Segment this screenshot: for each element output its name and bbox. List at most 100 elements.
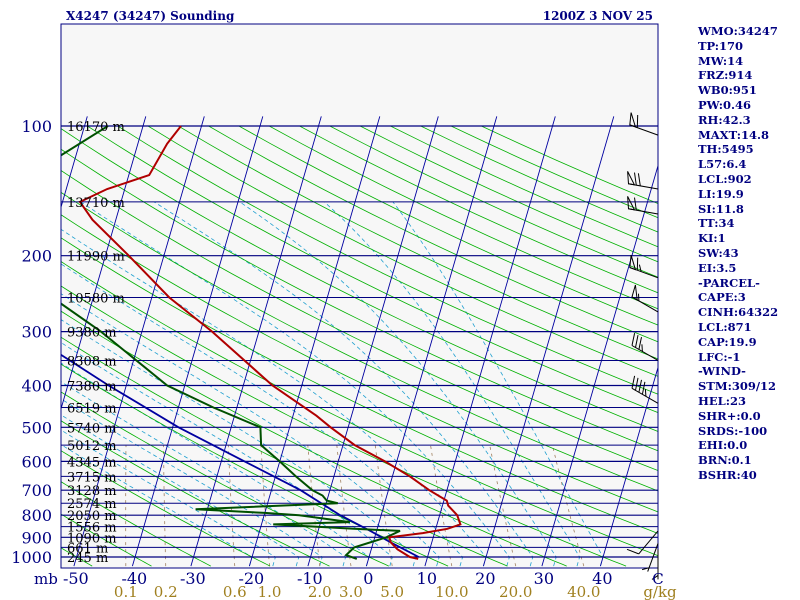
index-line: EI:3.5 [698,260,737,275]
dry-adiabat [61,450,271,567]
barb-feather [634,172,637,186]
moist-adiabat [153,201,534,567]
pressure-label: 100 [21,117,52,136]
height-label: 3128 m [67,484,117,499]
index-line: MAXT:14.8 [698,127,769,142]
pressure-label: 700 [21,481,52,500]
height-label: 4345 m [67,455,117,470]
index-line: PW:0.46 [698,97,752,112]
moist-adiabat [61,362,370,567]
height-label: 661 m [67,541,108,556]
dry-adiabat [147,125,658,377]
index-line: CAPE:3 [698,290,746,305]
moist-adiabat [61,319,417,567]
index-line: LFC:-1 [698,349,741,364]
height-label: 8308 m [67,354,117,369]
temperature-tick-label: 10 [417,569,437,588]
barb-feather [638,379,642,393]
temperature-tick-label: -30 [180,569,206,588]
barb-feather [644,389,647,397]
isotherm-line [307,116,439,567]
dry-adiabat [61,285,627,567]
isotherm-line [73,116,205,567]
indices-panel: WMO:34247 TP:170 MW:14 FRZ:914 WB0:951 PW:0.4… [698,24,798,483]
dry-adiabat [61,261,658,557]
index-line: RH:42.3 [698,112,751,127]
index-line: EHI:0.0 [698,438,748,453]
barb-feather [631,332,636,346]
index-line: LI:19.9 [698,186,744,201]
moist-adiabat [61,263,464,567]
wind-barb [641,543,659,572]
wind-barb [627,171,659,190]
height-label: 11990 m [67,250,125,265]
isotherm-line [482,116,615,567]
index-line: SI:11.8 [698,201,744,216]
pressure-label: 600 [21,452,52,471]
temperature-tick-label: 40 [592,569,612,588]
pressure-unit: mb [34,570,58,588]
mixing-ratio-tick-label: 0.2 [154,583,178,600]
height-label: 9380 m [67,326,117,341]
height-label: 6519 m [67,402,117,417]
chart-date: 1200Z 3 NOV 25 [543,9,653,23]
mixing-ratio-tick-label: 0.6 [223,583,247,600]
height-label: 16170 m [67,120,125,135]
dry-adiabat [61,170,658,471]
isotherm-line [61,116,147,411]
temperature-tick-label: -40 [121,569,147,588]
temperature-unit: C [652,570,663,588]
wind-barb [627,196,659,215]
isotherm-line [424,116,556,567]
wind-barb [631,375,659,404]
temperature-tick-label: -20 [238,569,264,588]
barb-staff [631,387,659,404]
isotherms [61,116,658,567]
index-line: BRN:0.1 [698,453,752,468]
mixing-ratio-line [552,445,585,567]
dry-adiabat [238,125,658,326]
plot-border [60,23,659,569]
height-label: 5012 m [67,439,117,454]
moist-adiabat [61,414,300,567]
moist-adiabat [61,342,393,567]
dry-adiabats [61,125,658,567]
plot-background [61,24,658,568]
temperature-tick-label: -10 [297,569,323,588]
isotherm-line [131,116,264,567]
mixing-ratio-unit: g/kg [643,583,677,600]
isobars [61,125,658,558]
mixing-ratio-line [489,445,517,567]
index-line: HEL:23 [698,393,746,408]
barb-feather [626,548,639,555]
isotherm-line [365,116,498,567]
wind-barb [629,255,659,279]
isotherm-line [248,116,381,567]
barb-staff [631,345,659,361]
height-label: 13710 m [67,196,125,211]
moist-adiabat [61,429,276,567]
barb-feather [635,377,639,391]
barb-feather [638,336,642,350]
temperature-trace [78,125,462,560]
barb-staff [647,543,659,572]
index-line: MW:14 [698,53,744,68]
isotherm-line [541,164,658,567]
index-line: STM:309/12 [698,379,777,394]
temperature-tick-label: 0 [363,569,373,588]
barb-feather [641,567,650,571]
index-line: TH:5495 [698,142,754,157]
barb-staff [638,530,659,555]
profiles [61,125,462,560]
dry-adiabat [61,237,658,534]
mixing-ratio-tick-label: 10.0 [435,583,468,600]
index-line: LCL:902 [698,171,752,186]
dry-adiabat [61,148,658,452]
index-line: SRDS:-100 [698,423,768,438]
index-line: TP:170 [698,38,744,53]
index-line: L57:6.4 [698,157,747,172]
barb-feather [638,264,642,272]
dry-adiabat [87,125,658,414]
pressure-label: 800 [21,506,52,525]
